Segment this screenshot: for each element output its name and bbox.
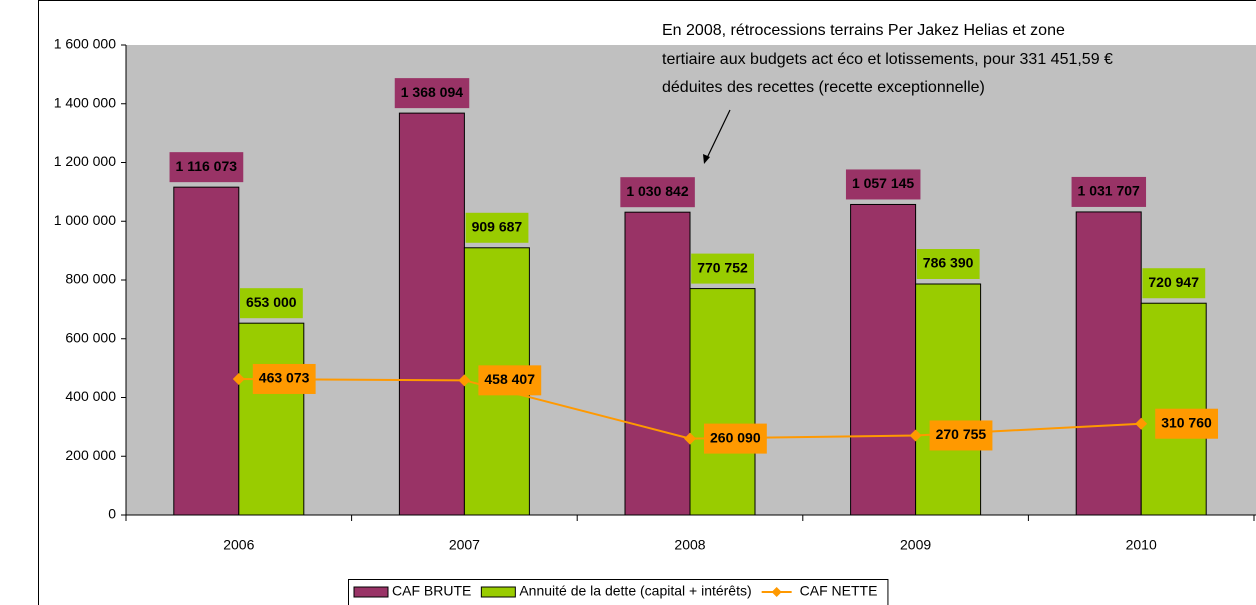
annotation: tertiaire aux budgets act éco et lotisse… [662, 51, 1113, 68]
data-label-box [845, 169, 921, 200]
data-label-box [394, 78, 470, 109]
x-tick-label: 2007 [449, 537, 480, 553]
x-tick-label: 2006 [223, 537, 254, 553]
legend [348, 579, 889, 605]
y-tick-label: 0 [108, 506, 116, 522]
data-label: 1 030 842 [626, 183, 688, 199]
data-label: 310 760 [1161, 414, 1212, 430]
data-label: 1 031 707 [1078, 183, 1140, 199]
y-tick-label: 1 000 000 [54, 212, 116, 228]
annotation: En 2008, rétrocessions terrains Per Jake… [662, 22, 1065, 39]
y-tick-label: 600 000 [65, 329, 116, 345]
bar [850, 203, 917, 516]
data-label: 1 116 073 [176, 158, 238, 174]
bar [915, 283, 982, 516]
y-tick-label: 400 000 [65, 388, 116, 404]
data-label: 458 407 [484, 371, 535, 387]
legend-label: CAF BRUTE [392, 583, 471, 599]
line-marker [232, 372, 245, 385]
data-label: 653 000 [246, 294, 297, 310]
legend-swatch [771, 587, 782, 597]
data-label-box [1155, 408, 1219, 439]
annotation-arrowhead [703, 154, 710, 164]
bar [1075, 211, 1142, 516]
data-label: 270 755 [936, 426, 987, 442]
legend-swatch [480, 586, 516, 598]
line-marker [1135, 417, 1148, 430]
data-label-box [239, 288, 303, 319]
data-label: 1 057 145 [852, 175, 914, 191]
data-label: 1 368 094 [401, 84, 463, 100]
data-label-box [252, 363, 316, 394]
x-tick-label: 2008 [674, 537, 705, 553]
x-tick-label: 2009 [900, 537, 931, 553]
y-tick-label: 1 200 000 [54, 153, 116, 169]
y-tick-label: 800 000 [65, 271, 116, 287]
bar [689, 288, 756, 516]
y-tick-label: 200 000 [65, 447, 116, 463]
data-label-box [620, 177, 695, 208]
annotation: déduites des recettes (recette exception… [662, 79, 985, 96]
data-label-box [929, 420, 993, 451]
legend-label: Annuité de la dette (capital + intérêts) [519, 583, 751, 599]
data-label-box [916, 248, 980, 279]
bar [624, 211, 691, 516]
line-marker [909, 429, 922, 442]
data-label-box [465, 212, 529, 243]
bar [173, 186, 240, 516]
data-label: 260 090 [710, 429, 761, 445]
data-label-box [704, 423, 767, 454]
data-label: 909 687 [472, 218, 523, 234]
legend-swatch [353, 586, 389, 598]
data-label-box [1071, 176, 1147, 207]
line-marker [684, 432, 696, 445]
data-label: 770 752 [697, 259, 748, 275]
bar [238, 322, 305, 516]
data-label: 720 947 [1148, 274, 1199, 290]
data-label: 463 073 [259, 370, 310, 386]
data-label: 786 390 [923, 255, 974, 271]
data-label-box [691, 253, 755, 284]
x-tick-label: 2010 [1126, 537, 1157, 553]
bar [398, 112, 465, 516]
data-label-box [1142, 268, 1206, 299]
legend-label: CAF NETTE [800, 583, 878, 599]
data-label-box [478, 365, 542, 396]
data-label-box [169, 152, 244, 183]
line-marker [458, 374, 471, 387]
y-tick-label: 1 600 000 [54, 36, 116, 52]
y-tick-label: 1 400 000 [54, 94, 116, 110]
annotation-arrow [706, 109, 731, 159]
